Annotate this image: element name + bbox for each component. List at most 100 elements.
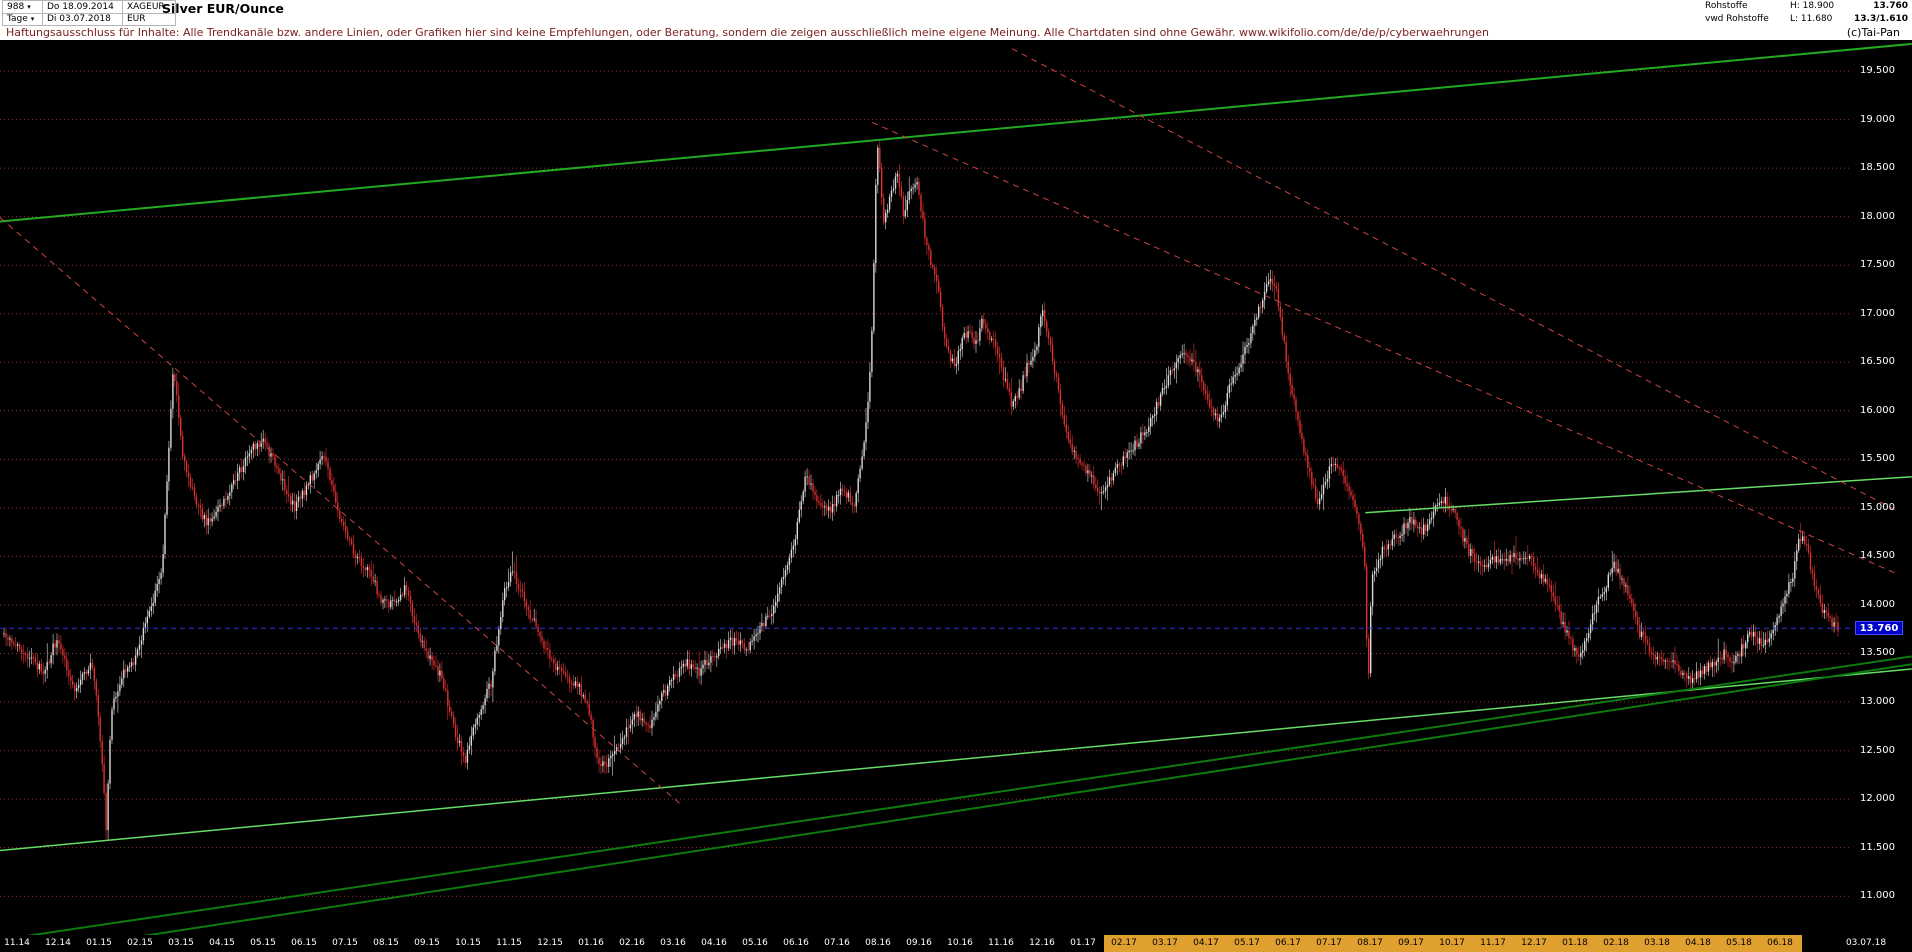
y-axis-label: 16.500 — [1860, 356, 1895, 367]
start-date-field: Do 18.09.2014 — [43, 1, 123, 13]
y-axis-label: 13.500 — [1860, 647, 1895, 658]
x-axis-label: 02.16 — [619, 938, 645, 948]
candlestick-chart[interactable] — [0, 40, 1912, 935]
x-axis-label: 11.16 — [988, 938, 1014, 948]
x-axis-label: 08.15 — [373, 938, 399, 948]
fan-line-2 — [26, 655, 1912, 935]
y-axis-label: 12.500 — [1860, 745, 1895, 756]
up-candle-bodies — [3, 147, 1835, 831]
y-axis-label: 15.500 — [1860, 453, 1895, 464]
x-axis-label: 01.17 — [1070, 938, 1096, 948]
x-axis-label: 04.15 — [209, 938, 235, 948]
x-axis-label: 07.15 — [332, 938, 358, 948]
y-axis-label: 17.000 — [1860, 308, 1895, 319]
x-axis-label: 12.15 — [537, 938, 563, 948]
x-axis-label: 05.18 — [1726, 938, 1752, 948]
last-price-value: 13.760 — [1873, 1, 1908, 11]
last-price-marker: 13.760 — [1855, 621, 1903, 635]
chevron-down-icon: ▾ — [30, 15, 35, 23]
y-axis-label: 17.500 — [1860, 259, 1895, 270]
wikifolio-url: www.wikifolio.com/de/de/p/cyberwaehrunge… — [1239, 26, 1490, 39]
x-axis-label: 12.14 — [45, 938, 71, 948]
y-axis-label: 18.500 — [1860, 162, 1895, 173]
y-axis-label: 15.000 — [1860, 502, 1895, 513]
x-axis-label: 12.16 — [1029, 938, 1055, 948]
x-axis-end-date-label: 03.07.18 — [1845, 938, 1887, 948]
x-axis-label: 06.15 — [291, 938, 317, 948]
lower-support-line — [0, 668, 1912, 852]
x-axis-label: 06.18 — [1767, 938, 1793, 948]
x-axis-label: 11.14 — [4, 938, 30, 948]
disclaimer-bar: Haftungsausschluss für Inhalte: Alle Tre… — [0, 26, 1912, 40]
feed-sublabel: vwd Rohstoffe — [1705, 14, 1769, 24]
x-axis-label: 04.16 — [701, 938, 727, 948]
page-title: Silver EUR/Ounce — [162, 1, 284, 16]
x-axis-label: 07.16 — [824, 938, 850, 948]
low-value: L: 11.680 — [1790, 14, 1833, 24]
x-axis-label: 05.17 — [1234, 938, 1260, 948]
down-candle-bodies — [5, 147, 1839, 831]
up-candle-wicks — [3, 144, 1835, 840]
x-axis-label: 09.15 — [414, 938, 440, 948]
y-axis-label: 11.000 — [1860, 890, 1895, 901]
x-axis-label: 10.16 — [947, 938, 973, 948]
falling-trendline-3 — [1011, 48, 1898, 512]
x-axis-label: 09.17 — [1398, 938, 1424, 948]
y-axis-label: 13.000 — [1860, 696, 1895, 707]
y-axis-label: 19.500 — [1860, 65, 1895, 76]
fan-line-1 — [143, 663, 1912, 935]
x-axis-label: 04.17 — [1193, 938, 1219, 948]
bars-count-dropdown[interactable]: 988 ▾ — [3, 1, 43, 13]
x-axis-label: 10.17 — [1439, 938, 1465, 948]
x-axis-label: 11.17 — [1480, 938, 1506, 948]
x-axis-label: 03.16 — [660, 938, 686, 948]
x-axis-highlight-strip — [1104, 935, 1802, 952]
copyright-label: (c)Tai-Pan — [1846, 26, 1900, 39]
x-axis-label: 03.15 — [168, 938, 194, 948]
x-axis-label: 01.16 — [578, 938, 604, 948]
chevron-down-icon: ▾ — [27, 2, 31, 11]
x-axis-label: 05.15 — [250, 938, 276, 948]
x-axis-label: 04.18 — [1685, 938, 1711, 948]
x-axis-label: 02.15 — [127, 938, 153, 948]
high-value: H: 18.900 — [1790, 1, 1835, 11]
secondary-value: 13.3/1.610 — [1854, 14, 1908, 24]
falling-trendline-2 — [871, 122, 1898, 575]
x-axis-label: 05.16 — [742, 938, 768, 948]
x-axis-label: 08.17 — [1357, 938, 1383, 948]
falling-trendline-1 — [0, 217, 683, 807]
down-candle-wicks — [5, 140, 1839, 839]
x-axis-label: 12.17 — [1521, 938, 1547, 948]
y-axis-label: 11.500 — [1860, 842, 1895, 853]
x-axis-label: 09.16 — [906, 938, 932, 948]
period-dropdown[interactable]: Tage ▾ — [3, 14, 43, 25]
y-axis-label: 12.000 — [1860, 793, 1895, 804]
x-axis-label: 01.15 — [86, 938, 112, 948]
resistance-line — [1365, 476, 1912, 514]
currency-label: EUR — [123, 14, 175, 25]
x-axis-label: 02.17 — [1111, 938, 1137, 948]
x-axis-label: 01.18 — [1562, 938, 1588, 948]
quote-info-panel: Rohstoffe H: 18.900 13.760 vwd Rohstoffe… — [1705, 0, 1908, 26]
end-date-field: Di 03.07.2018 — [43, 14, 123, 25]
period-value: Tage — [7, 14, 28, 24]
x-axis-label: 11.15 — [496, 938, 522, 948]
feed-label: Rohstoffe — [1705, 1, 1748, 11]
upper-channel-line — [0, 42, 1912, 223]
end-date-value: Di 03.07.2018 — [47, 14, 111, 24]
y-axis-label: 14.000 — [1860, 599, 1895, 610]
x-axis-label: 06.17 — [1275, 938, 1301, 948]
x-axis-label: 07.17 — [1316, 938, 1342, 948]
y-axis-label: 18.000 — [1860, 211, 1895, 222]
start-date-value: Do 18.09.2014 — [47, 1, 114, 12]
x-axis-label: 08.16 — [865, 938, 891, 948]
x-axis-label: 10.15 — [455, 938, 481, 948]
x-axis-label: 02.18 — [1603, 938, 1629, 948]
chart-header: 988 ▾ Do 18.09.2014 XAGEUR Tage ▾ Di 03.… — [0, 0, 1912, 26]
disclaimer-text: Haftungsausschluss für Inhalte: Alle Tre… — [6, 26, 1236, 39]
x-axis-label: 06.16 — [783, 938, 809, 948]
currency-value: EUR — [127, 14, 146, 24]
chart-area[interactable]: 19.500 19.000 18.500 18.000 17.500 17.000 16.5… — [0, 40, 1912, 935]
chart-settings-panel: 988 ▾ Do 18.09.2014 XAGEUR Tage ▾ Di 03.… — [2, 0, 176, 26]
